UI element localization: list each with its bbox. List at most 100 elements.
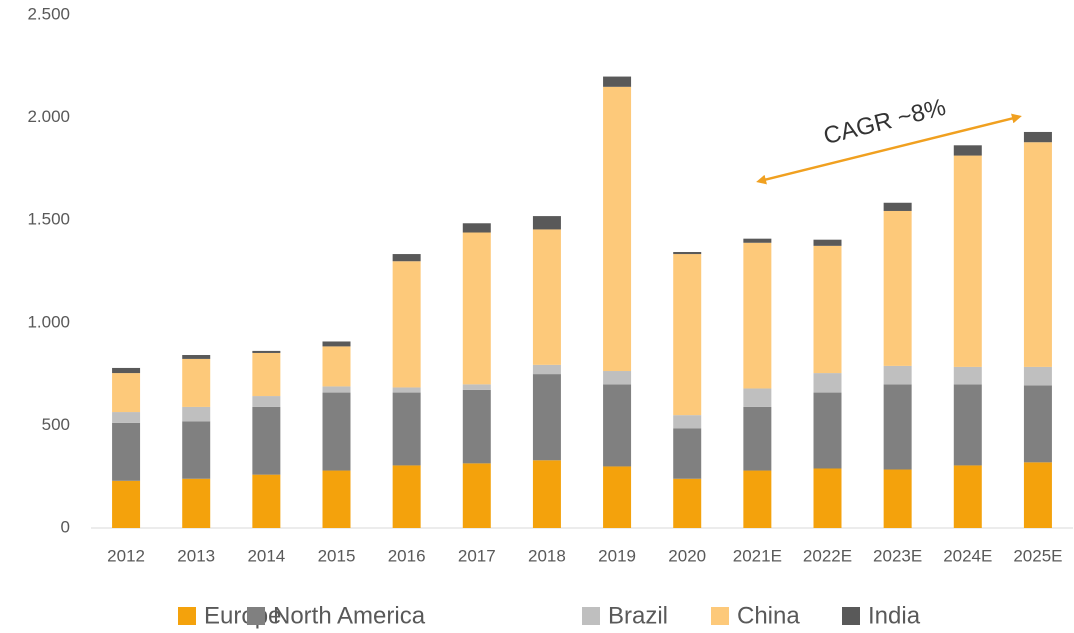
annotation: CAGR ~8% (821, 94, 949, 150)
bar-segment (252, 396, 281, 407)
bar-segment (1023, 131, 1052, 143)
bar-segment (532, 460, 561, 528)
bar-segment (182, 355, 211, 359)
bar-segment (182, 478, 211, 528)
x-tick-label: 2018 (528, 546, 566, 565)
bar-segment (883, 365, 912, 385)
x-tick-label: 2025E (1013, 546, 1062, 565)
x-tick-label: 2013 (177, 546, 215, 565)
x-tick-label: 2024E (943, 546, 992, 565)
bar-segment (532, 374, 561, 461)
bar-segment (883, 210, 912, 366)
bar-segment (813, 373, 842, 393)
bar-segment (252, 350, 281, 353)
bar-segment (673, 478, 702, 528)
bar-segment (883, 384, 912, 470)
bar-segment (112, 480, 141, 528)
y-tick-label: 1.500 (27, 210, 70, 229)
bar-segment (603, 76, 632, 87)
x-tick-label: 2019 (598, 546, 636, 565)
bar-segment (743, 388, 772, 407)
x-tick-label: 2022E (803, 546, 852, 565)
bar-segment (1023, 366, 1052, 386)
bar-segment (532, 229, 561, 365)
bar-segment (392, 254, 421, 262)
bar-segment (743, 406, 772, 471)
x-tick-label: 2021E (733, 546, 782, 565)
bar-segment (603, 371, 632, 385)
bar-segment (532, 216, 561, 230)
bar-segment (673, 252, 702, 255)
bar-segment (392, 261, 421, 388)
legend-swatch (711, 607, 729, 625)
legend-swatch (247, 607, 265, 625)
bar-segment (322, 386, 351, 393)
x-tick-label: 2023E (873, 546, 922, 565)
bar-segment (462, 223, 491, 233)
bar-segment (953, 366, 982, 385)
legend-label: North America (273, 602, 426, 629)
legend-label: India (868, 602, 921, 629)
y-tick-label: 2.000 (27, 107, 70, 126)
bar-segment (1023, 142, 1052, 367)
legend-swatch (178, 607, 196, 625)
bar-segment (322, 470, 351, 528)
y-tick-label: 2.500 (27, 4, 70, 23)
bar-segment (112, 367, 141, 374)
legend-label: Europe (204, 602, 281, 629)
bar-segment (462, 389, 491, 464)
bar-segment (532, 364, 561, 375)
bar-segment (743, 470, 772, 528)
bar-segment (953, 155, 982, 367)
bar-segment (673, 415, 702, 429)
bar-segment (673, 254, 702, 416)
bar-segment (112, 422, 141, 481)
bar-segment (462, 232, 491, 385)
bar-segment (603, 466, 632, 528)
bar-segment (883, 469, 912, 528)
bar-segment (252, 406, 281, 475)
x-tick-label: 2015 (318, 546, 356, 565)
bar-segment (182, 421, 211, 479)
x-tick-label: 2012 (107, 546, 145, 565)
x-tick-label: 2014 (247, 546, 285, 565)
bar-segment (182, 406, 211, 422)
bar-segment (953, 465, 982, 528)
bar-segment (462, 463, 491, 528)
bar-segment (392, 392, 421, 466)
bar-segment (252, 352, 281, 397)
x-tick-label: 2020 (668, 546, 706, 565)
x-tick-label: 2016 (388, 546, 426, 565)
bar-segment (953, 145, 982, 156)
bar-segment (322, 341, 351, 347)
bar-segment (112, 412, 141, 423)
bar-segment (883, 202, 912, 211)
y-tick-label: 1.000 (27, 312, 70, 331)
bar-segment (813, 392, 842, 469)
legend-swatch (582, 607, 600, 625)
bar-segment (1023, 385, 1052, 463)
legend-swatch (842, 607, 860, 625)
bar-segment (603, 384, 632, 467)
bar-segment (813, 468, 842, 528)
bar-segment (743, 238, 772, 243)
bar-segment (813, 245, 842, 374)
x-tick-label: 2017 (458, 546, 496, 565)
bar-segment (603, 86, 632, 372)
bar-segment (392, 387, 421, 393)
legend-label: Brazil (608, 602, 668, 629)
bar-segment (673, 428, 702, 479)
bar-segment (322, 346, 351, 387)
bar-segment (462, 384, 491, 390)
bar-segment (743, 242, 772, 389)
bar-segment (392, 465, 421, 528)
bar-segment (182, 358, 211, 407)
y-tick-label: 0 (61, 517, 70, 536)
y-tick-label: 500 (42, 415, 70, 434)
legend-label: China (737, 602, 800, 629)
bar-segment (322, 392, 351, 471)
bar-segment (112, 373, 141, 413)
cagr-arrow (756, 113, 1022, 185)
bar-segment (252, 474, 281, 528)
